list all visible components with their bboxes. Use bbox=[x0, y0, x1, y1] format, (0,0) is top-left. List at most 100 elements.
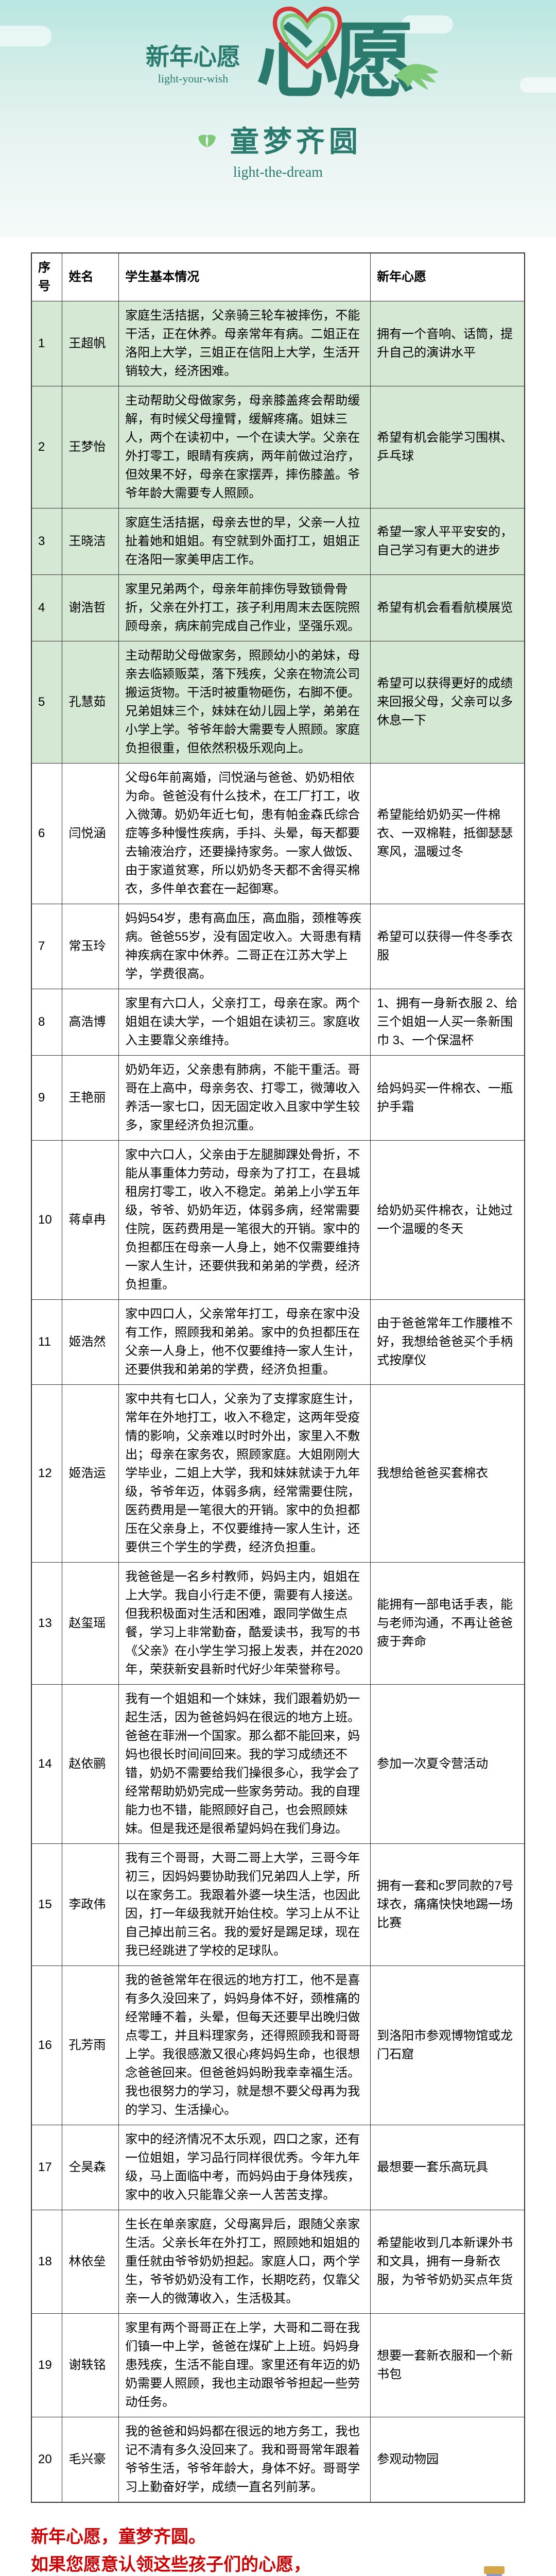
cell-info: 家里兄弟两个，母亲年前摔伤导致锁骨骨折，父亲在外打工，孩子利用周末去医院照顾母亲… bbox=[119, 575, 371, 641]
cell-wish: 我想给爸爸买套棉衣 bbox=[371, 1385, 525, 1563]
wing-icon bbox=[390, 57, 441, 98]
cell-no: 15 bbox=[31, 1844, 62, 1966]
cell-name: 李政伟 bbox=[62, 1844, 119, 1966]
cell-wish: 希望能收到几本新课外书和文具，拥有一身新衣服，为爷爷奶奶买点年货 bbox=[371, 2210, 525, 2314]
cell-no: 10 bbox=[31, 1141, 62, 1300]
table-section: 序号 姓名 学生基本情况 新年心愿 1王超帆家庭生活拮据，父亲骑三轮车被摔伤，不… bbox=[0, 237, 556, 2513]
table-row: 4谢浩哲家里兄弟两个，母亲年前摔伤导致锁骨骨折，父亲在外打工，孩子利用周末去医院… bbox=[31, 575, 525, 641]
cell-info: 家中的经济情况不太乐观，四口之家，还有一位姐姐，学习品行同样很优秀。今年九年级，… bbox=[119, 2125, 371, 2210]
table-row: 20毛兴豪我的爸爸和妈妈都在很远的地方务工，我也记不清有多久没回来了。我和哥哥常… bbox=[31, 2417, 525, 2503]
cell-no: 17 bbox=[31, 2125, 62, 2210]
table-row: 10蒋卓冉家中六口人，父亲由于左腿脚踝处骨折，不能从事重体力劳动，母亲为了打工，… bbox=[31, 1141, 525, 1300]
cell-info: 奶奶年迈，父亲患有肺病，不能干重活。哥哥在上高中，母亲务农、打零工，微薄收入养活… bbox=[119, 1056, 371, 1141]
table-row: 13赵玺瑶我爸爸是一名乡村教师，妈妈主内，姐姐在上大学。我自小行走不便，需要有人… bbox=[31, 1563, 525, 1685]
cell-wish: 参加一次夏令营活动 bbox=[371, 1685, 525, 1844]
main-logo: 心愿 bbox=[256, 21, 410, 103]
second-subtitle-en: light-the-dream bbox=[233, 164, 323, 181]
cell-info: 我的爸爸和妈妈都在很远的地方务工，我也记不清有多久没回来了。我和哥哥常年跟着爷爷… bbox=[119, 2417, 371, 2503]
table-row: 16孔芳雨我的爸爸常年在很远的地方打工，他不是喜有多久没回来了，妈妈身体不好，颈… bbox=[31, 1966, 525, 2125]
cell-info: 家庭生活拮据，父亲骑三轮车被摔伤，不能干活，正在休养。母亲常年有病。二姐正在洛阳… bbox=[119, 301, 371, 386]
cell-name: 王艳丽 bbox=[62, 1056, 119, 1141]
cell-no: 9 bbox=[31, 1056, 62, 1141]
title-row: 新年心愿 light-your-wish 心愿 bbox=[146, 21, 410, 103]
cell-no: 8 bbox=[31, 989, 62, 1056]
cell-info: 家中四口人，父亲常年打工，母亲在家中没有工作，照顾我和弟弟。家中的负担都压在父亲… bbox=[119, 1300, 371, 1385]
table-row: 11姬浩然家中四口人，父亲常年打工，母亲在家中没有工作，照顾我和弟弟。家中的负担… bbox=[31, 1300, 525, 1385]
cell-no: 3 bbox=[31, 509, 62, 575]
cell-info: 妈妈54岁，患有高血压，高血脂，颈椎等疾病。爸爸55岁，没有固定收入。大哥患有精… bbox=[119, 904, 371, 989]
cell-no: 2 bbox=[31, 386, 62, 509]
cell-no: 18 bbox=[31, 2210, 62, 2314]
cell-no: 14 bbox=[31, 1685, 62, 1844]
cell-name: 姬浩运 bbox=[62, 1385, 119, 1563]
cell-name: 仝昊森 bbox=[62, 2125, 119, 2210]
cell-wish: 希望可以获得更好的成绩来回报父母，父亲可以多休息一下 bbox=[371, 641, 525, 764]
cell-name: 赵玺瑶 bbox=[62, 1563, 119, 1685]
cell-name: 谢轶铭 bbox=[62, 2314, 119, 2417]
cell-wish: 能拥有一部电话手表，能与老师沟通，不再让爸爸疲于奔命 bbox=[371, 1563, 525, 1685]
cell-wish: 希望可以获得一件冬季衣服 bbox=[371, 904, 525, 989]
cell-wish: 希望有机会能学习围棋、乒乓球 bbox=[371, 386, 525, 509]
table-row: 2王梦怡主动帮助父母做家务，母亲膝盖疼会帮助缓解，有时候父母撞臂，缓解疼痛。姐妹… bbox=[31, 386, 525, 509]
cell-no: 12 bbox=[31, 1385, 62, 1563]
table-row: 19谢轶铭家里有两个哥哥正在上学，大哥和二哥在我们镇一中上学，爸爸在煤矿上上班。… bbox=[31, 2314, 525, 2417]
cell-wish: 给奶奶买件棉衣，让她过一个温暖的冬天 bbox=[371, 1141, 525, 1300]
table-row: 7常玉玲妈妈54岁，患有高血压，高血脂，颈椎等疾病。爸爸55岁，没有固定收入。大… bbox=[31, 904, 525, 989]
second-title-row: 童梦齐圆 bbox=[194, 118, 362, 160]
table-row: 14赵依鹂我有一个姐姐和一个妹妹，我们跟着奶奶一起生活，因为爸爸妈妈在很远的地方… bbox=[31, 1685, 525, 1844]
cell-no: 6 bbox=[31, 764, 62, 904]
cell-name: 王梦怡 bbox=[62, 386, 119, 509]
header-name: 姓名 bbox=[62, 253, 119, 301]
header-info: 学生基本情况 bbox=[119, 253, 371, 301]
table-row: 8高浩博家里有六口人，父亲打工，母亲在家。两个姐姐在读大学，一个姐姐在读初三。家… bbox=[31, 989, 525, 1056]
cell-name: 谢浩哲 bbox=[62, 575, 119, 641]
cell-wish: 最想要一套乐高玩具 bbox=[371, 2125, 525, 2210]
cell-name: 林依垒 bbox=[62, 2210, 119, 2314]
cell-name: 毛兴豪 bbox=[62, 2417, 119, 2503]
cell-wish: 给妈妈买一件棉衣、一瓶护手霜 bbox=[371, 1056, 525, 1141]
cell-wish: 拥有一个音响、话筒，提升自己的演讲水平 bbox=[371, 301, 525, 386]
second-subtitle-cn: 童梦齐圆 bbox=[230, 118, 362, 160]
cell-name: 蒋卓冉 bbox=[62, 1141, 119, 1300]
footer-line-1: 新年心愿，童梦齐圆。 bbox=[31, 2523, 525, 2551]
cell-name: 孔芳雨 bbox=[62, 1966, 119, 2125]
cell-no: 16 bbox=[31, 1966, 62, 2125]
cell-name: 赵依鹂 bbox=[62, 1685, 119, 1844]
cell-info: 家庭生活拮据，母亲去世的早，父亲一人拉扯着她和姐姐。有空就到外面打工，姐姐正在洛… bbox=[119, 509, 371, 575]
cell-no: 20 bbox=[31, 2417, 62, 2503]
cell-wish: 拥有一套和c罗同款的7号球衣，痛痛快快地踢一场比赛 bbox=[371, 1844, 525, 1966]
cell-info: 主动帮助父母做家务，母亲膝盖疼会帮助缓解，有时候父母撞臂，缓解疼痛。姐妹三人，两… bbox=[119, 386, 371, 509]
cell-no: 1 bbox=[31, 301, 62, 386]
table-row: 12姬浩运家中共有七口人，父亲为了支撑家庭生计，常年在外地打工，收入不稳定，这两… bbox=[31, 1385, 525, 1563]
cell-name: 姬浩然 bbox=[62, 1300, 119, 1385]
cell-info: 家中共有七口人，父亲为了支撑家庭生计，常年在外地打工，收入不稳定，这两年受疫情的… bbox=[119, 1385, 371, 1563]
table-row: 1王超帆家庭生活拮据，父亲骑三轮车被摔伤，不能干活，正在休养。母亲常年有病。二姐… bbox=[31, 301, 525, 386]
cell-info: 家中六口人，父亲由于左腿脚踝处骨折，不能从事重体力劳动，母亲为了打工，在县城租房… bbox=[119, 1141, 371, 1300]
cell-name: 常玉玲 bbox=[62, 904, 119, 989]
header-no: 序号 bbox=[31, 253, 62, 301]
cell-wish: 希望能给奶奶买一件棉衣、一双棉鞋，抵御瑟瑟寒风，温暖过冬 bbox=[371, 764, 525, 904]
table-row: 3王晓洁家庭生活拮据，母亲去世的早，父亲一人拉扯着她和姐姐。有空就到外面打工，姐… bbox=[31, 509, 525, 575]
cell-no: 4 bbox=[31, 575, 62, 641]
cell-info: 我有三个哥哥，大哥二哥上大学，三哥今年初三，因妈妈要协助我们兄弟四人上学，所以在… bbox=[119, 1844, 371, 1966]
table-row: 18林依垒生长在单亲家庭，父母离异后，跟随父亲家生活。父亲长年在外打工，照顾她和… bbox=[31, 2210, 525, 2314]
cell-info: 家里有六口人，父亲打工，母亲在家。两个姐姐在读大学，一个姐姐在读初三。家庭收入主… bbox=[119, 989, 371, 1056]
cell-wish: 由于爸爸常年工作腰椎不好，我想给爸爸买个手柄式按摩仪 bbox=[371, 1300, 525, 1385]
table-row: 5孔慧茹主动帮助父母做家务，照顾幼小的弟妹，母亲去临颍贩菜，落下残疾，父亲在物流… bbox=[31, 641, 525, 764]
cell-info: 父母6年前离婚，闫悦涵与爸爸、奶奶相依为命。爸爸没有什么技术，在工厂打工，收入微… bbox=[119, 764, 371, 904]
table-row: 15李政伟我有三个哥哥，大哥二哥上大学，三哥今年初三，因妈妈要协助我们兄弟四人上… bbox=[31, 1844, 525, 1966]
heart-icon bbox=[271, 5, 343, 77]
cell-name: 闫悦涵 bbox=[62, 764, 119, 904]
cell-info: 家里有两个哥哥正在上学，大哥和二哥在我们镇一中上学，爸爸在煤矿上上班。妈妈身患残… bbox=[119, 2314, 371, 2417]
bottle-icon bbox=[458, 2553, 530, 2576]
leaf-icon bbox=[194, 129, 220, 150]
table-row: 6闫悦涵父母6年前离婚，闫悦涵与爸爸、奶奶相依为命。爸爸没有什么技术，在工厂打工… bbox=[31, 764, 525, 904]
subtitle-cn: 新年心愿 bbox=[146, 38, 240, 72]
table-header-row: 序号 姓名 学生基本情况 新年心愿 bbox=[31, 253, 525, 301]
cell-no: 5 bbox=[31, 641, 62, 764]
header-wish: 新年心愿 bbox=[371, 253, 525, 301]
cell-no: 11 bbox=[31, 1300, 62, 1385]
cell-info: 我有一个姐姐和一个妹妹，我们跟着奶奶一起生活，因为爸爸妈妈在很远的地方上班。爸爸… bbox=[119, 1685, 371, 1844]
header-banner: 新年心愿 light-your-wish 心愿 童梦齐圆 light-the-d… bbox=[0, 0, 556, 237]
cell-wish: 希望一家人平平安安的，自己学习有更大的进步 bbox=[371, 509, 525, 575]
